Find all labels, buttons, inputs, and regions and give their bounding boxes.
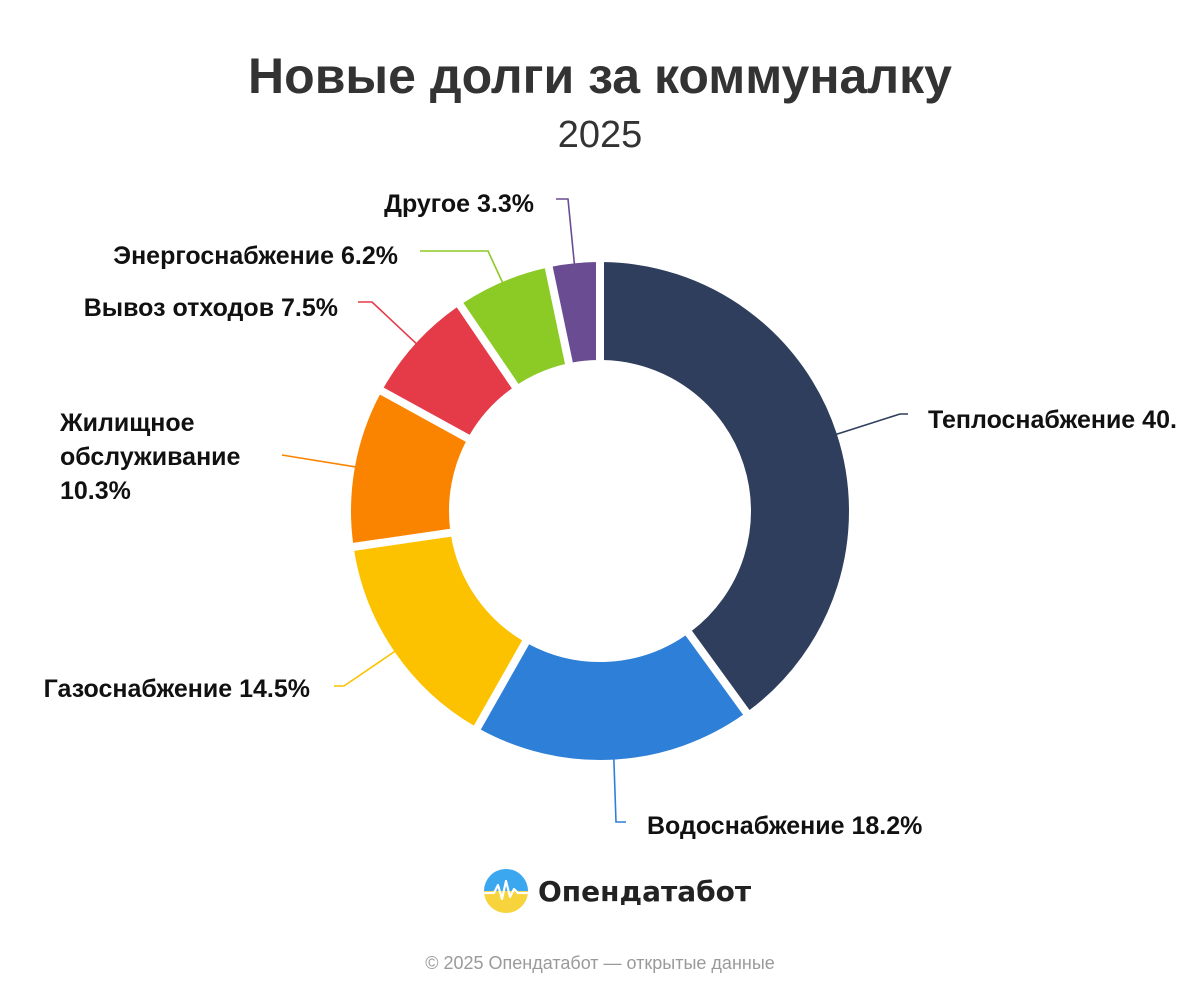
slice-жилищное-обслуживание[interactable] xyxy=(349,392,469,546)
label-водоснабжение: Водоснабжение 18.2% xyxy=(647,812,922,840)
label-leader-lines xyxy=(281,198,908,823)
slice-другое[interactable] xyxy=(550,260,598,365)
leader-line-энергоснабжение xyxy=(420,250,508,293)
label-теплоснабжение: Теплоснабжение 40. xyxy=(928,406,1177,434)
opendatabot-logo-icon xyxy=(484,869,528,913)
brand-name: Опендатабот xyxy=(538,874,752,908)
leader-line-газоснабжение xyxy=(334,644,405,687)
label-другое: Другое 3.3% xyxy=(384,190,534,218)
leader-line-жилищное-обслуживание xyxy=(281,454,366,470)
slice-водоснабжение[interactable] xyxy=(478,633,746,762)
label-энергоснабжение: Энергоснабжение 6.2% xyxy=(113,242,398,270)
label-газоснабжение: Газоснабжение 14.5% xyxy=(44,675,310,703)
slice-энергоснабжение[interactable] xyxy=(460,265,568,387)
label-жилищное-обслуживание: Жилищное обслуживание 10.3% xyxy=(59,409,241,505)
slice-теплоснабжение[interactable] xyxy=(602,260,851,713)
slice-вывоз-отходов[interactable] xyxy=(381,304,515,438)
leader-line-вывоз-отходов xyxy=(358,301,425,352)
footer-copyright: © 2025 Опендатабот — открытые данные xyxy=(425,953,775,973)
slice-газоснабжение[interactable] xyxy=(352,534,525,729)
brand: Опендатабот xyxy=(484,868,751,914)
leader-line-теплоснабжение xyxy=(826,413,908,439)
chart-title: Новые долги за коммуналку xyxy=(248,48,952,104)
leader-line-другое xyxy=(556,198,577,275)
donut-slices xyxy=(349,260,851,762)
leader-line-водоснабжение xyxy=(612,748,626,823)
chart-subtitle: 2025 xyxy=(557,114,643,156)
label-вывоз-отходов: Вывоз отходов 7.5% xyxy=(84,294,338,322)
slice-labels: Теплоснабжение 40. Водоснабжение 18.2% Газ… xyxy=(44,190,1177,840)
